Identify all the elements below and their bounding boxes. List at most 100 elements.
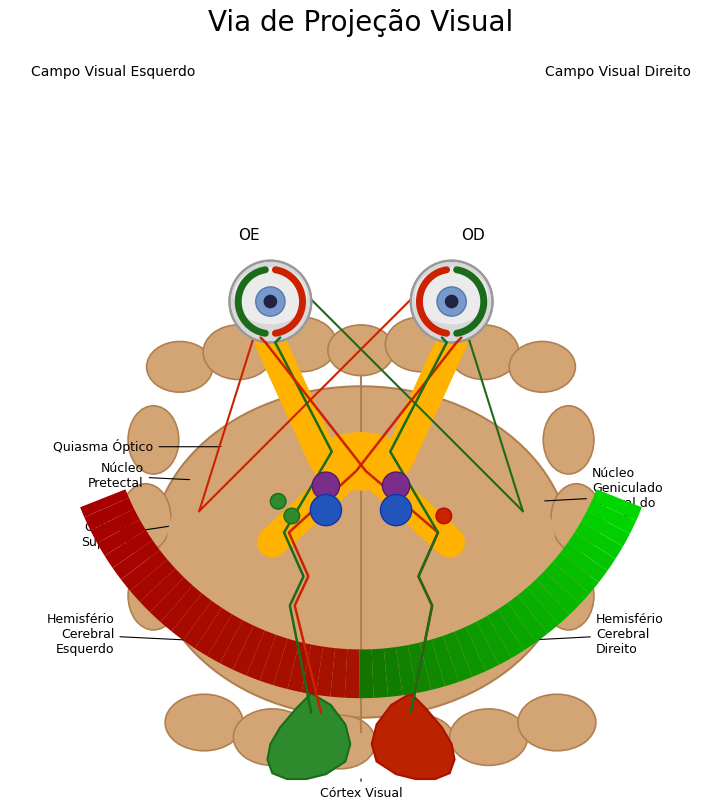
Text: Hemisfério
Cerebral
Direito: Hemisfério Cerebral Direito bbox=[445, 614, 664, 656]
Polygon shape bbox=[80, 490, 129, 518]
Polygon shape bbox=[384, 647, 403, 697]
Text: Campo Visual Direito: Campo Visual Direito bbox=[545, 65, 692, 78]
Polygon shape bbox=[113, 540, 160, 579]
Polygon shape bbox=[477, 616, 512, 665]
Polygon shape bbox=[97, 519, 146, 556]
Polygon shape bbox=[287, 642, 311, 692]
Polygon shape bbox=[195, 608, 232, 656]
Circle shape bbox=[264, 294, 277, 308]
Polygon shape bbox=[344, 649, 360, 698]
Polygon shape bbox=[575, 522, 623, 559]
Ellipse shape bbox=[386, 317, 456, 372]
Circle shape bbox=[436, 508, 452, 524]
Polygon shape bbox=[372, 649, 388, 698]
Polygon shape bbox=[580, 511, 630, 546]
Circle shape bbox=[284, 508, 300, 524]
Polygon shape bbox=[454, 626, 486, 677]
Polygon shape bbox=[302, 645, 323, 694]
Circle shape bbox=[230, 261, 311, 342]
Circle shape bbox=[437, 287, 466, 316]
Polygon shape bbox=[105, 530, 152, 568]
Ellipse shape bbox=[305, 715, 375, 769]
Ellipse shape bbox=[147, 342, 213, 392]
Polygon shape bbox=[172, 594, 212, 640]
Circle shape bbox=[270, 494, 286, 509]
Ellipse shape bbox=[509, 342, 575, 392]
Circle shape bbox=[256, 287, 285, 316]
Polygon shape bbox=[183, 601, 222, 649]
Polygon shape bbox=[267, 694, 350, 779]
Ellipse shape bbox=[313, 432, 409, 490]
Ellipse shape bbox=[543, 562, 594, 630]
Ellipse shape bbox=[328, 325, 394, 375]
Polygon shape bbox=[408, 642, 431, 693]
Polygon shape bbox=[274, 638, 300, 689]
Text: Campo Visual Esquerdo: Campo Visual Esquerdo bbox=[30, 65, 195, 78]
Polygon shape bbox=[121, 550, 168, 591]
Polygon shape bbox=[260, 634, 287, 686]
Polygon shape bbox=[443, 631, 472, 682]
Polygon shape bbox=[233, 626, 265, 675]
Text: Via de Projeção Visual: Via de Projeção Visual bbox=[209, 9, 513, 37]
Polygon shape bbox=[160, 586, 202, 631]
Polygon shape bbox=[207, 614, 243, 663]
Polygon shape bbox=[567, 533, 615, 571]
Polygon shape bbox=[359, 650, 374, 698]
Polygon shape bbox=[316, 646, 335, 697]
Ellipse shape bbox=[450, 709, 528, 766]
Ellipse shape bbox=[448, 325, 519, 379]
Text: OD: OD bbox=[461, 228, 485, 243]
Text: Núcleo
Geniculado
Lateral do
Tálamo: Núcleo Geniculado Lateral do Tálamo bbox=[414, 467, 663, 526]
Ellipse shape bbox=[203, 325, 274, 379]
Polygon shape bbox=[90, 509, 140, 543]
Text: Colículo
Superior: Colículo Superior bbox=[81, 510, 275, 550]
Ellipse shape bbox=[165, 694, 243, 750]
Circle shape bbox=[383, 472, 409, 499]
Circle shape bbox=[313, 472, 339, 499]
Polygon shape bbox=[150, 578, 193, 622]
Circle shape bbox=[380, 494, 412, 526]
Polygon shape bbox=[220, 620, 253, 670]
Polygon shape bbox=[140, 569, 184, 612]
Polygon shape bbox=[536, 570, 580, 614]
Circle shape bbox=[310, 494, 342, 526]
Ellipse shape bbox=[415, 267, 489, 324]
Ellipse shape bbox=[386, 715, 456, 769]
Text: Córtex Visual: Córtex Visual bbox=[320, 779, 402, 800]
Polygon shape bbox=[466, 622, 499, 671]
Polygon shape bbox=[432, 636, 459, 686]
Text: Hemisfério
Cerebral
Esquerdo: Hemisfério Cerebral Esquerdo bbox=[47, 614, 277, 656]
Text: OE: OE bbox=[238, 228, 260, 243]
Ellipse shape bbox=[166, 401, 556, 703]
Polygon shape bbox=[396, 645, 417, 695]
Polygon shape bbox=[130, 559, 175, 602]
Ellipse shape bbox=[128, 562, 179, 630]
Polygon shape bbox=[497, 602, 536, 650]
Polygon shape bbox=[552, 552, 599, 594]
Polygon shape bbox=[544, 562, 590, 604]
Ellipse shape bbox=[543, 406, 594, 474]
Ellipse shape bbox=[152, 386, 570, 718]
Ellipse shape bbox=[551, 484, 601, 552]
Ellipse shape bbox=[233, 267, 307, 324]
Ellipse shape bbox=[233, 709, 311, 766]
Polygon shape bbox=[527, 579, 570, 624]
Polygon shape bbox=[419, 639, 445, 690]
Ellipse shape bbox=[128, 406, 179, 474]
Polygon shape bbox=[592, 490, 642, 521]
Ellipse shape bbox=[121, 484, 171, 552]
Polygon shape bbox=[560, 542, 607, 582]
Polygon shape bbox=[508, 595, 547, 642]
Text: Núcleo
Pretectal: Núcleo Pretectal bbox=[88, 462, 308, 490]
Polygon shape bbox=[246, 630, 276, 681]
Polygon shape bbox=[487, 610, 524, 658]
Polygon shape bbox=[518, 587, 559, 634]
Ellipse shape bbox=[266, 317, 336, 372]
Circle shape bbox=[445, 294, 458, 308]
Polygon shape bbox=[84, 498, 134, 530]
Polygon shape bbox=[586, 501, 636, 534]
Polygon shape bbox=[330, 648, 347, 698]
Ellipse shape bbox=[518, 694, 596, 750]
Polygon shape bbox=[372, 694, 455, 779]
Circle shape bbox=[411, 261, 492, 342]
